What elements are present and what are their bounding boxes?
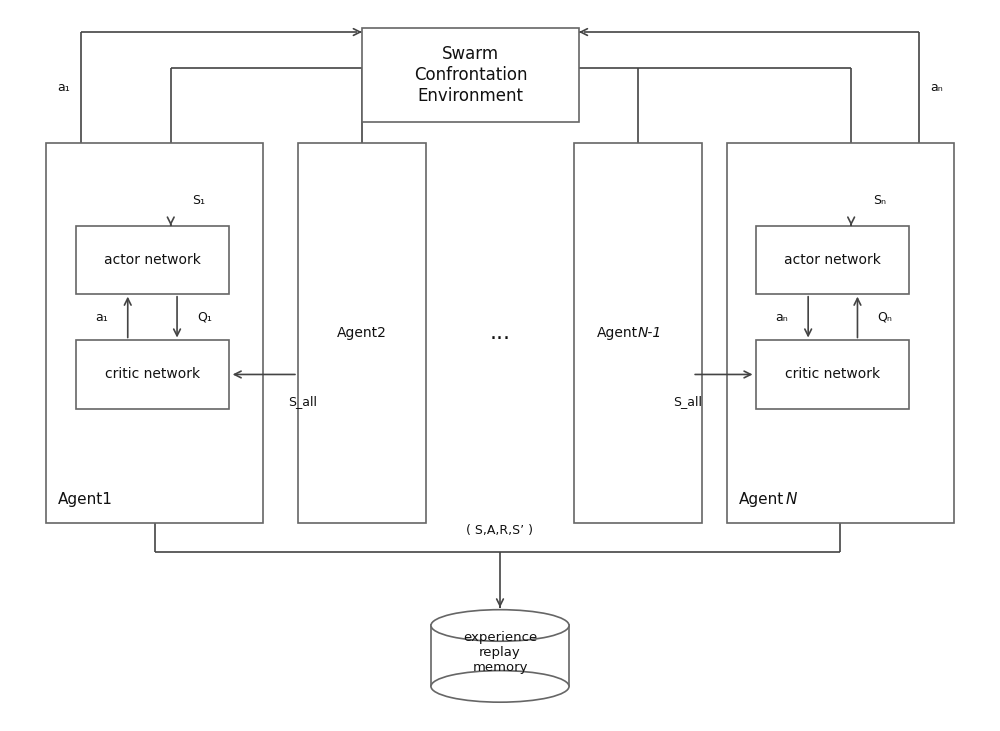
Ellipse shape [431, 670, 569, 702]
Text: S_all: S_all [673, 395, 702, 408]
Text: Sₙ: Sₙ [873, 194, 886, 207]
Text: ( S,A,R,S’ ): ( S,A,R,S’ ) [466, 524, 534, 537]
Text: Q₁: Q₁ [197, 311, 212, 324]
Text: N-1: N-1 [638, 326, 662, 340]
Text: actor network: actor network [104, 253, 201, 267]
FancyBboxPatch shape [756, 341, 909, 409]
FancyBboxPatch shape [76, 341, 229, 409]
Text: Swarm
Confrontation
Environment: Swarm Confrontation Environment [414, 45, 527, 105]
Text: critic network: critic network [105, 368, 200, 382]
FancyBboxPatch shape [76, 226, 229, 294]
Text: N: N [786, 493, 797, 507]
Text: S₁: S₁ [192, 194, 205, 207]
Text: a₁: a₁ [57, 81, 70, 94]
FancyBboxPatch shape [362, 29, 579, 121]
Text: critic network: critic network [785, 368, 880, 382]
Text: Qₙ: Qₙ [877, 311, 892, 324]
Text: S_all: S_all [288, 395, 317, 408]
Text: aₙ: aₙ [776, 311, 788, 324]
FancyBboxPatch shape [727, 143, 954, 523]
Text: actor network: actor network [784, 253, 881, 267]
Text: a₁: a₁ [95, 311, 108, 324]
FancyBboxPatch shape [46, 143, 263, 523]
FancyBboxPatch shape [756, 226, 909, 294]
Text: experience
replay
memory: experience replay memory [463, 631, 537, 674]
FancyBboxPatch shape [431, 626, 569, 686]
Text: Agent1: Agent1 [58, 493, 113, 507]
FancyBboxPatch shape [574, 143, 702, 523]
Text: Agent: Agent [597, 326, 638, 340]
FancyBboxPatch shape [298, 143, 426, 523]
Text: aₙ: aₙ [930, 81, 943, 94]
Ellipse shape [431, 610, 569, 641]
Text: Agent: Agent [739, 493, 784, 507]
Text: ...: ... [490, 323, 511, 344]
Text: Agent2: Agent2 [337, 326, 387, 340]
